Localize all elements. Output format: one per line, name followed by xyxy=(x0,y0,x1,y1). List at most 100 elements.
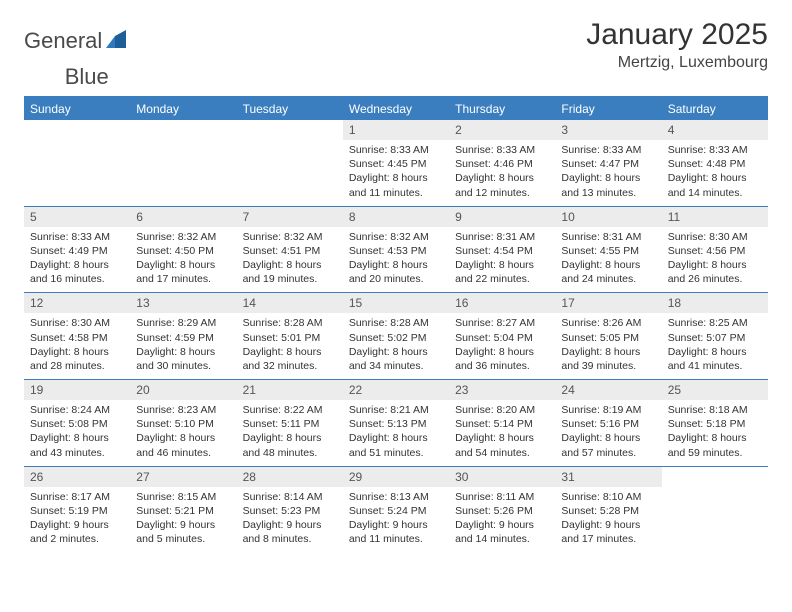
day-detail-line: Sunset: 5:11 PM xyxy=(243,417,337,431)
day-detail-line: Sunset: 4:45 PM xyxy=(349,157,443,171)
day-detail-line: Sunrise: 8:32 AM xyxy=(136,230,230,244)
calendar-day-cell: 4Sunrise: 8:33 AMSunset: 4:48 PMDaylight… xyxy=(662,120,768,206)
month-title: January 2025 xyxy=(586,18,768,52)
day-detail-line: Daylight: 8 hours xyxy=(243,431,337,445)
day-details: Sunrise: 8:31 AMSunset: 4:55 PMDaylight:… xyxy=(555,227,661,293)
day-detail-line: Sunrise: 8:30 AM xyxy=(30,316,124,330)
day-detail-line: Daylight: 8 hours xyxy=(561,345,655,359)
calendar-day-cell: 0 xyxy=(24,120,130,206)
day-number: 8 xyxy=(343,207,449,227)
day-detail-line: Sunrise: 8:33 AM xyxy=(30,230,124,244)
day-detail-line: Sunrise: 8:28 AM xyxy=(349,316,443,330)
day-details: Sunrise: 8:33 AMSunset: 4:45 PMDaylight:… xyxy=(343,140,449,206)
day-details: Sunrise: 8:13 AMSunset: 5:24 PMDaylight:… xyxy=(343,487,449,553)
day-detail-line: Daylight: 8 hours xyxy=(455,258,549,272)
day-number: 1 xyxy=(343,120,449,140)
day-number: 14 xyxy=(237,293,343,313)
day-number: 24 xyxy=(555,380,661,400)
day-details: Sunrise: 8:18 AMSunset: 5:18 PMDaylight:… xyxy=(662,400,768,466)
day-details: Sunrise: 8:30 AMSunset: 4:56 PMDaylight:… xyxy=(662,227,768,293)
weekday-header-row: Sunday Monday Tuesday Wednesday Thursday… xyxy=(24,98,768,120)
day-detail-line: and 51 minutes. xyxy=(349,446,443,460)
day-details: Sunrise: 8:30 AMSunset: 4:58 PMDaylight:… xyxy=(24,313,130,379)
day-detail-line: Daylight: 8 hours xyxy=(349,258,443,272)
day-details: Sunrise: 8:23 AMSunset: 5:10 PMDaylight:… xyxy=(130,400,236,466)
day-detail-line: and 5 minutes. xyxy=(136,532,230,546)
day-number: 15 xyxy=(343,293,449,313)
calendar-body: 0001Sunrise: 8:33 AMSunset: 4:45 PMDayli… xyxy=(24,120,768,552)
day-details: Sunrise: 8:33 AMSunset: 4:49 PMDaylight:… xyxy=(24,227,130,293)
day-detail-line: Sunset: 4:47 PM xyxy=(561,157,655,171)
day-detail-line: Daylight: 8 hours xyxy=(349,431,443,445)
day-detail-line: and 41 minutes. xyxy=(668,359,762,373)
day-detail-line: Sunrise: 8:29 AM xyxy=(136,316,230,330)
day-detail-line: Sunset: 4:53 PM xyxy=(349,244,443,258)
day-detail-line: Sunrise: 8:24 AM xyxy=(30,403,124,417)
day-detail-line: and 2 minutes. xyxy=(30,532,124,546)
day-detail-line: Daylight: 8 hours xyxy=(349,171,443,185)
day-detail-line: Sunset: 5:16 PM xyxy=(561,417,655,431)
day-number: 13 xyxy=(130,293,236,313)
calendar-day-cell: 27Sunrise: 8:15 AMSunset: 5:21 PMDayligh… xyxy=(130,466,236,552)
calendar-day-cell: 15Sunrise: 8:28 AMSunset: 5:02 PMDayligh… xyxy=(343,293,449,380)
day-detail-line: Sunrise: 8:15 AM xyxy=(136,490,230,504)
day-detail-line: Daylight: 9 hours xyxy=(561,518,655,532)
day-detail-line: Sunset: 4:50 PM xyxy=(136,244,230,258)
day-detail-line: Sunset: 5:18 PM xyxy=(668,417,762,431)
day-detail-line: and 11 minutes. xyxy=(349,186,443,200)
day-detail-line: Sunrise: 8:23 AM xyxy=(136,403,230,417)
day-number: 27 xyxy=(130,467,236,487)
calendar-day-cell: 24Sunrise: 8:19 AMSunset: 5:16 PMDayligh… xyxy=(555,380,661,467)
calendar-day-cell: 13Sunrise: 8:29 AMSunset: 4:59 PMDayligh… xyxy=(130,293,236,380)
day-detail-line: and 28 minutes. xyxy=(30,359,124,373)
day-detail-line: and 14 minutes. xyxy=(668,186,762,200)
calendar-day-cell: 26Sunrise: 8:17 AMSunset: 5:19 PMDayligh… xyxy=(24,466,130,552)
calendar-day-cell: 25Sunrise: 8:18 AMSunset: 5:18 PMDayligh… xyxy=(662,380,768,467)
day-detail-line: and 24 minutes. xyxy=(561,272,655,286)
day-number: 18 xyxy=(662,293,768,313)
day-detail-line: and 19 minutes. xyxy=(243,272,337,286)
day-number: 16 xyxy=(449,293,555,313)
day-number: 22 xyxy=(343,380,449,400)
day-detail-line: Sunset: 5:26 PM xyxy=(455,504,549,518)
day-detail-line: Sunset: 5:21 PM xyxy=(136,504,230,518)
day-detail-line: and 17 minutes. xyxy=(561,532,655,546)
calendar-day-cell: 21Sunrise: 8:22 AMSunset: 5:11 PMDayligh… xyxy=(237,380,343,467)
day-detail-line: Daylight: 8 hours xyxy=(455,171,549,185)
day-number: 26 xyxy=(24,467,130,487)
day-detail-line: Sunset: 5:23 PM xyxy=(243,504,337,518)
calendar-day-cell: 16Sunrise: 8:27 AMSunset: 5:04 PMDayligh… xyxy=(449,293,555,380)
day-detail-line: Daylight: 8 hours xyxy=(349,345,443,359)
day-details: Sunrise: 8:32 AMSunset: 4:50 PMDaylight:… xyxy=(130,227,236,293)
day-detail-line: Sunrise: 8:20 AM xyxy=(455,403,549,417)
day-detail-line: and 48 minutes. xyxy=(243,446,337,460)
day-detail-line: Sunrise: 8:13 AM xyxy=(349,490,443,504)
day-number: 9 xyxy=(449,207,555,227)
day-number: 28 xyxy=(237,467,343,487)
day-details: Sunrise: 8:24 AMSunset: 5:08 PMDaylight:… xyxy=(24,400,130,466)
calendar-week-row: 0001Sunrise: 8:33 AMSunset: 4:45 PMDayli… xyxy=(24,120,768,206)
calendar-day-cell: 19Sunrise: 8:24 AMSunset: 5:08 PMDayligh… xyxy=(24,380,130,467)
calendar-day-cell: 0 xyxy=(662,466,768,552)
calendar-day-cell: 28Sunrise: 8:14 AMSunset: 5:23 PMDayligh… xyxy=(237,466,343,552)
day-number: 7 xyxy=(237,207,343,227)
weekday-header: Thursday xyxy=(449,98,555,120)
day-details: Sunrise: 8:32 AMSunset: 4:53 PMDaylight:… xyxy=(343,227,449,293)
day-detail-line: Sunrise: 8:28 AM xyxy=(243,316,337,330)
weekday-header: Saturday xyxy=(662,98,768,120)
day-detail-line: Sunrise: 8:14 AM xyxy=(243,490,337,504)
day-detail-line: Daylight: 8 hours xyxy=(561,171,655,185)
calendar-week-row: 5Sunrise: 8:33 AMSunset: 4:49 PMDaylight… xyxy=(24,206,768,293)
day-detail-line: Daylight: 8 hours xyxy=(455,345,549,359)
calendar-day-cell: 20Sunrise: 8:23 AMSunset: 5:10 PMDayligh… xyxy=(130,380,236,467)
day-details: Sunrise: 8:33 AMSunset: 4:47 PMDaylight:… xyxy=(555,140,661,206)
day-detail-line: and 43 minutes. xyxy=(30,446,124,460)
calendar-day-cell: 3Sunrise: 8:33 AMSunset: 4:47 PMDaylight… xyxy=(555,120,661,206)
day-detail-line: Daylight: 8 hours xyxy=(243,345,337,359)
day-details: Sunrise: 8:22 AMSunset: 5:11 PMDaylight:… xyxy=(237,400,343,466)
day-detail-line: Sunset: 5:10 PM xyxy=(136,417,230,431)
day-detail-line: Daylight: 8 hours xyxy=(243,258,337,272)
day-detail-line: Daylight: 8 hours xyxy=(136,431,230,445)
day-detail-line: Sunrise: 8:26 AM xyxy=(561,316,655,330)
day-detail-line: Sunrise: 8:19 AM xyxy=(561,403,655,417)
